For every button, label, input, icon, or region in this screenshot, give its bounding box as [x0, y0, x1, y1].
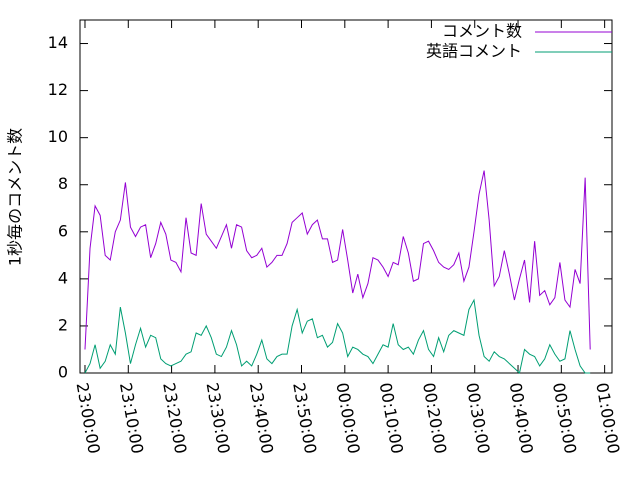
x-tick-label: 00:20:00	[419, 381, 450, 455]
x-tick-label: 01:00:00	[592, 381, 623, 455]
series-line	[84, 298, 591, 374]
y-tick-label: 10	[48, 127, 68, 146]
y-tick-label: 14	[48, 33, 68, 52]
legend-label: コメント数	[442, 22, 522, 41]
x-tick-label: 23:10:00	[116, 381, 147, 455]
x-tick-label: 00:30:00	[462, 381, 493, 455]
y-axis-label: 1秒毎のコメント数	[6, 128, 25, 266]
y-tick-label: 8	[58, 174, 68, 193]
y-tick-label: 2	[58, 315, 68, 334]
x-tick-label: 00:50:00	[549, 381, 580, 455]
y-tick-label: 4	[58, 268, 68, 287]
x-tick-label: 00:40:00	[506, 381, 537, 455]
y-tick-label: 12	[48, 80, 68, 99]
y-tick-label: 0	[58, 363, 68, 382]
x-tick-label: 23:20:00	[159, 381, 190, 455]
y-tick-label: 6	[58, 221, 68, 240]
x-tick-label: 23:30:00	[203, 381, 234, 455]
x-tick-label: 23:00:00	[73, 381, 104, 455]
x-tick-label: 23:50:00	[289, 381, 320, 455]
legend-label: 英語コメント	[426, 42, 522, 61]
series-line	[84, 170, 591, 350]
x-tick-label: 00:00:00	[332, 381, 363, 455]
plot-border	[79, 19, 613, 374]
x-tick-label: 00:10:00	[376, 381, 407, 455]
x-tick-label: 23:40:00	[246, 381, 277, 455]
